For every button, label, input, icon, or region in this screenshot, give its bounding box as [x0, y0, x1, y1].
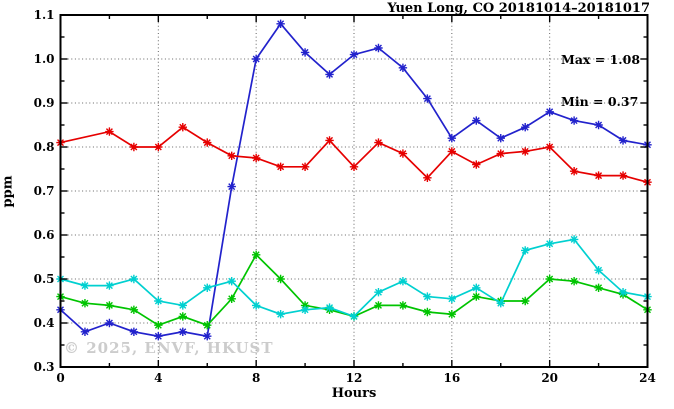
y-tick-label: 1.1 — [34, 8, 55, 22]
x-tick-label: 8 — [252, 371, 260, 385]
chart-title: Yuen Long, CO 20181014–20181017 — [387, 1, 650, 16]
y-tick-label: 0.9 — [34, 96, 55, 110]
watermark: © 2025, ENVF, HKUST — [64, 339, 274, 357]
x-tick-label: 12 — [346, 371, 363, 385]
x-tick-label: 16 — [443, 371, 460, 385]
x-axis-label: Hours — [331, 386, 377, 401]
x-tick-label: 4 — [154, 371, 162, 385]
y-tick-label: 0.8 — [34, 140, 55, 154]
y-axis-label: ppm — [0, 175, 16, 208]
y-tick-label: 0.6 — [34, 228, 55, 242]
y-tick-label: 0.4 — [34, 316, 55, 330]
x-tick-label: 20 — [541, 371, 558, 385]
y-tick-label: 0.7 — [34, 184, 55, 198]
y-tick-label: 0.5 — [34, 272, 55, 286]
series-line-red — [60, 126, 648, 184]
min-value-label: Min = 0.37 — [561, 94, 639, 109]
y-tick-label: 0.3 — [34, 360, 55, 374]
x-tick-label: 24 — [639, 371, 656, 385]
max-min-annotation: Max = 1.08 Min = 0.37 — [561, 25, 640, 137]
y-tick-label: 1.0 — [34, 52, 55, 66]
max-value-label: Max = 1.08 — [561, 52, 641, 67]
x-tick-label: 0 — [56, 371, 64, 385]
